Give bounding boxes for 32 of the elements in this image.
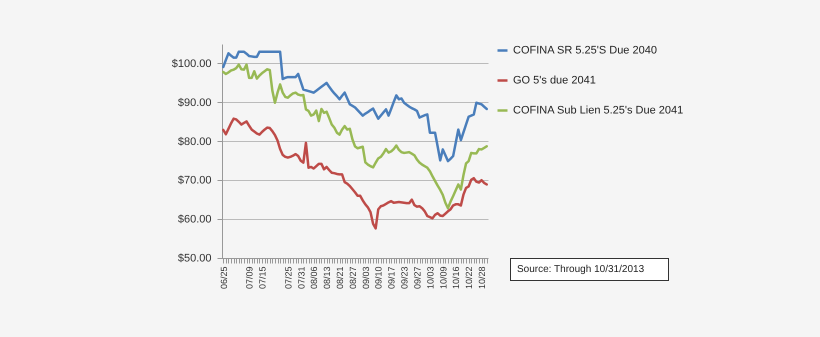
x-tick-label: 10/28 [477, 266, 488, 290]
x-tick-label: 08/21 [335, 266, 346, 290]
y-tick-label: $50.00 [178, 252, 212, 264]
legend-label: COFINA Sub Lien 5.25's Due 2041 [513, 104, 684, 116]
legend-label: COFINA SR 5.25'S Due 2040 [513, 44, 657, 56]
x-tick-label: 09/17 [386, 266, 397, 290]
x-tick-label: 08/13 [322, 266, 332, 290]
x-tick-label: 09/10 [374, 266, 384, 290]
x-tick-label: 08/06 [309, 266, 320, 290]
y-tick-label: $70.00 [178, 174, 212, 187]
x-tick-label: 10/09 [438, 266, 448, 290]
source-note: Source: Through 10/31/2013 [517, 263, 646, 276]
line-series [222, 63, 488, 210]
y-tick-label: $100.00 [172, 58, 212, 70]
x-tick-label: 10/22 [464, 266, 474, 290]
x-tick-label: 07/25 [283, 266, 294, 290]
legend-label: GO 5's due 2041 [513, 74, 596, 86]
line-series [222, 117, 488, 230]
x-tick-label: 06/25 [218, 266, 229, 290]
x-tick-label: 09/03 [360, 266, 371, 290]
x-tick-label: 07/31 [296, 266, 306, 290]
x-tick-label: 09/27 [412, 266, 422, 290]
x-tick-label: 08/27 [348, 266, 358, 290]
x-tick-label: 09/23 [400, 266, 410, 290]
y-tick-label: $90.00 [178, 96, 212, 109]
x-tick-label: 10/16 [451, 266, 462, 290]
x-tick-label: 07/15 [258, 266, 268, 290]
x-tick-label: 07/09 [244, 266, 255, 290]
x-tick-label: 10/03 [425, 266, 436, 290]
y-tick-label: $60.00 [178, 214, 212, 226]
line-series [222, 50, 488, 162]
y-tick-label: $80.00 [178, 136, 212, 148]
